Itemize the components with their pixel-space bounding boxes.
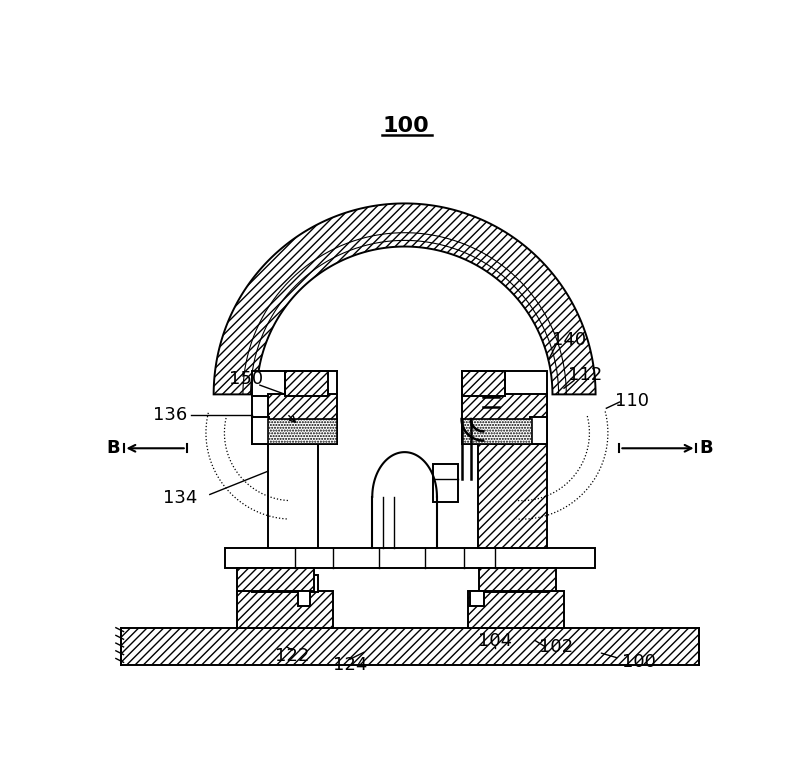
Bar (267, 445, 318, 548)
Text: 150: 150 (229, 370, 263, 388)
Bar (252, 372, 286, 396)
Bar (470, 590, 484, 606)
Bar (237, 568, 314, 590)
Bar (122, 628, 698, 665)
Bar (252, 394, 269, 445)
Text: 112: 112 (569, 366, 602, 384)
Text: 104: 104 (478, 632, 512, 650)
Polygon shape (214, 203, 595, 394)
Bar (468, 590, 564, 628)
Text: B: B (106, 439, 120, 457)
Bar (462, 419, 532, 445)
Text: 124: 124 (333, 656, 367, 674)
Bar (237, 590, 333, 628)
Bar (252, 575, 318, 592)
Bar (298, 590, 310, 606)
Bar (433, 463, 458, 503)
Bar (252, 418, 269, 445)
Bar (483, 575, 549, 592)
Text: 140: 140 (552, 332, 586, 350)
Text: 134: 134 (163, 489, 198, 507)
Bar (530, 394, 547, 445)
Bar (530, 418, 547, 445)
Text: 110: 110 (614, 391, 649, 409)
Text: 100: 100 (382, 116, 430, 136)
Bar (226, 548, 594, 568)
Bar (286, 372, 328, 396)
Bar (267, 419, 337, 445)
Bar (267, 394, 337, 445)
Text: 100: 100 (622, 653, 656, 671)
Bar (505, 372, 547, 396)
Text: B: B (700, 439, 714, 457)
Text: 136: 136 (153, 406, 187, 424)
Bar (478, 445, 547, 548)
Bar (462, 372, 505, 396)
Bar (479, 568, 556, 590)
Bar (462, 394, 547, 445)
Text: 122: 122 (275, 647, 310, 665)
Text: 102: 102 (539, 638, 574, 656)
